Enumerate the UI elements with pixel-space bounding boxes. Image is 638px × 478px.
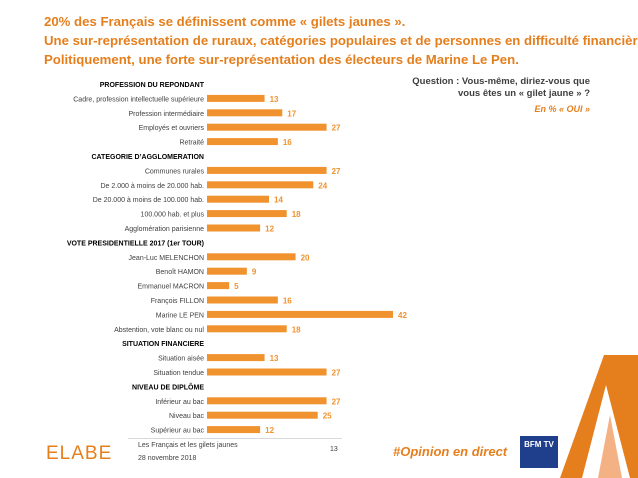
bar bbox=[207, 397, 327, 405]
group-heading: NIVEAU DE DIPLÔME bbox=[132, 382, 204, 391]
bar bbox=[207, 411, 318, 419]
bar bbox=[207, 195, 269, 203]
bar bbox=[207, 181, 314, 189]
title-line-3: Politiquement, une forte sur-représentat… bbox=[44, 52, 519, 67]
value-label: 25 bbox=[323, 412, 332, 421]
category-label: Benoît HAMON bbox=[156, 269, 204, 276]
bfm-tv-logo: BFM TV bbox=[520, 436, 558, 468]
elabe-logo: ELABE bbox=[46, 443, 113, 464]
value-label: 17 bbox=[287, 109, 296, 118]
value-label: 27 bbox=[332, 369, 341, 378]
category-label: Cadre, profession intellectuelle supérie… bbox=[73, 96, 204, 103]
value-label: 12 bbox=[265, 225, 274, 234]
title-block: 20% des Français se définissent comme « … bbox=[44, 12, 638, 69]
group-heading: VOTE PRESIDENTIELLE 2017 (1er TOUR) bbox=[67, 240, 204, 247]
category-label: Emmanuel MACRON bbox=[137, 284, 204, 291]
value-label: 18 bbox=[292, 210, 301, 219]
category-label: Supérieur au bac bbox=[151, 428, 205, 435]
category-label: 100.000 hab. et plus bbox=[141, 212, 205, 219]
category-label: De 2.000 à moins de 20.000 hab. bbox=[100, 183, 204, 190]
bar bbox=[207, 224, 261, 232]
bar bbox=[207, 210, 287, 218]
bar bbox=[207, 282, 230, 290]
group-heading: CATEGORIE D’AGGLOMERATION bbox=[91, 154, 204, 161]
category-label: Niveau bac bbox=[169, 413, 205, 420]
category-label: Communes rurales bbox=[145, 168, 205, 175]
bar bbox=[207, 267, 247, 275]
category-label: Profession intermédiaire bbox=[129, 111, 205, 118]
bar bbox=[207, 123, 327, 131]
bar bbox=[207, 296, 278, 304]
value-label: 16 bbox=[283, 297, 292, 306]
category-label: Jean-Luc MELENCHON bbox=[129, 255, 204, 262]
category-label: Situation aisée bbox=[158, 356, 204, 363]
title-line-1: 20% des Français se définissent comme « … bbox=[44, 14, 406, 29]
bar bbox=[207, 94, 265, 102]
footer-study-title: Les Français et les gilets jaunes bbox=[138, 442, 238, 449]
category-label: Abstention, vote blanc ou nul bbox=[114, 327, 204, 334]
bar bbox=[207, 426, 261, 434]
bar bbox=[207, 109, 283, 117]
category-label: Employés et ouvriers bbox=[139, 125, 205, 132]
category-label: Inférieur au bac bbox=[155, 399, 204, 406]
group-heading: PROFESSION DU REPONDANT bbox=[100, 82, 205, 89]
value-label: 20 bbox=[301, 253, 310, 262]
value-label: 27 bbox=[332, 167, 341, 176]
bar bbox=[207, 368, 327, 376]
category-label: François FILLON bbox=[151, 298, 204, 305]
value-label: 14 bbox=[274, 196, 283, 205]
value-label: 13 bbox=[270, 354, 279, 363]
value-label: 13 bbox=[270, 95, 279, 104]
category-label: Retraité bbox=[179, 140, 204, 147]
bar bbox=[207, 253, 296, 261]
footer-divider bbox=[128, 438, 342, 439]
value-label: 5 bbox=[234, 282, 239, 291]
footer-date: 28 novembre 2018 bbox=[138, 455, 197, 462]
page-number: 13 bbox=[330, 446, 338, 453]
hashtag: #Opinion en direct bbox=[393, 444, 508, 459]
category-label: Situation tendue bbox=[153, 370, 204, 377]
question-text: Question : Vous-même, diriez-vous que vo… bbox=[412, 76, 590, 99]
bar bbox=[207, 138, 278, 146]
value-label: 27 bbox=[332, 124, 341, 133]
elabe-triangle-decoration bbox=[560, 355, 638, 478]
bar bbox=[207, 325, 287, 333]
category-label: Marine LE PEN bbox=[156, 312, 204, 319]
value-label: 12 bbox=[265, 426, 274, 435]
value-label: 27 bbox=[332, 397, 341, 406]
value-label: 9 bbox=[252, 268, 257, 277]
bar bbox=[207, 354, 265, 362]
bar bbox=[207, 310, 393, 318]
title-line-2: Une sur-représentation de ruraux, catégo… bbox=[44, 33, 638, 48]
value-label: 18 bbox=[292, 325, 301, 334]
value-label: 24 bbox=[318, 181, 327, 190]
bar bbox=[207, 166, 327, 174]
value-label: 16 bbox=[283, 138, 292, 147]
category-label: Agglomération parisienne bbox=[125, 226, 204, 233]
group-heading: SITUATION FINANCIERE bbox=[122, 341, 204, 348]
question-note: En % « OUI » bbox=[534, 104, 590, 114]
category-label: De 20.000 à moins de 100.000 hab. bbox=[93, 197, 204, 204]
value-label: 42 bbox=[398, 311, 407, 320]
